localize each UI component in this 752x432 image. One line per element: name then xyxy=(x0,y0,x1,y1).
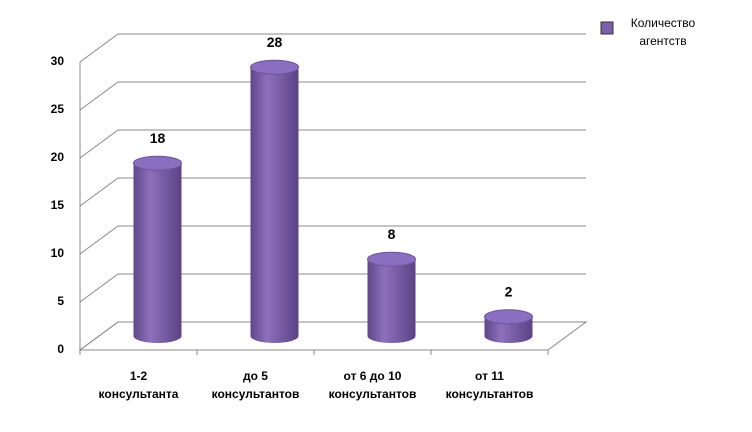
bar xyxy=(250,59,299,344)
bar xyxy=(133,155,182,344)
y-tick-label: 10 xyxy=(51,246,65,260)
bar xyxy=(367,251,416,344)
cylinder-top xyxy=(367,251,416,267)
y-tick-label: 30 xyxy=(51,54,65,68)
value-label: 8 xyxy=(388,226,396,242)
grid-line xyxy=(79,177,586,207)
bar xyxy=(484,309,533,344)
cylinder-body xyxy=(367,259,416,344)
value-label: 2 xyxy=(505,284,513,300)
grid-line xyxy=(79,273,586,303)
value-label: 28 xyxy=(267,34,283,50)
x-tick-label: 1-2 консультанта xyxy=(99,369,179,401)
y-tick-label: 25 xyxy=(51,102,65,116)
value-label: 18 xyxy=(150,130,166,146)
cylinder-top xyxy=(133,155,182,171)
legend-label: Количество агентств xyxy=(631,16,696,48)
grid-line xyxy=(79,129,586,159)
y-tick-label: 5 xyxy=(57,294,64,308)
x-tick-label: от 11 консультантов xyxy=(446,369,534,401)
cylinder-body xyxy=(250,67,299,344)
y-tick-label: 15 xyxy=(51,198,65,212)
y-tick-label: 20 xyxy=(51,150,65,164)
cylinder-body xyxy=(133,163,182,344)
grid-line xyxy=(79,81,586,111)
x-tick-label: до 5 консультантов xyxy=(212,369,300,401)
grid-line xyxy=(79,225,586,255)
cylinder-top xyxy=(250,59,299,75)
legend-swatch xyxy=(600,21,614,35)
grid-line xyxy=(79,321,586,351)
grid-line xyxy=(79,33,586,63)
y-tick-label: 0 xyxy=(57,342,64,356)
cylinder-top xyxy=(484,309,533,325)
x-tick-label: от 6 до 10 консультантов xyxy=(329,369,417,401)
